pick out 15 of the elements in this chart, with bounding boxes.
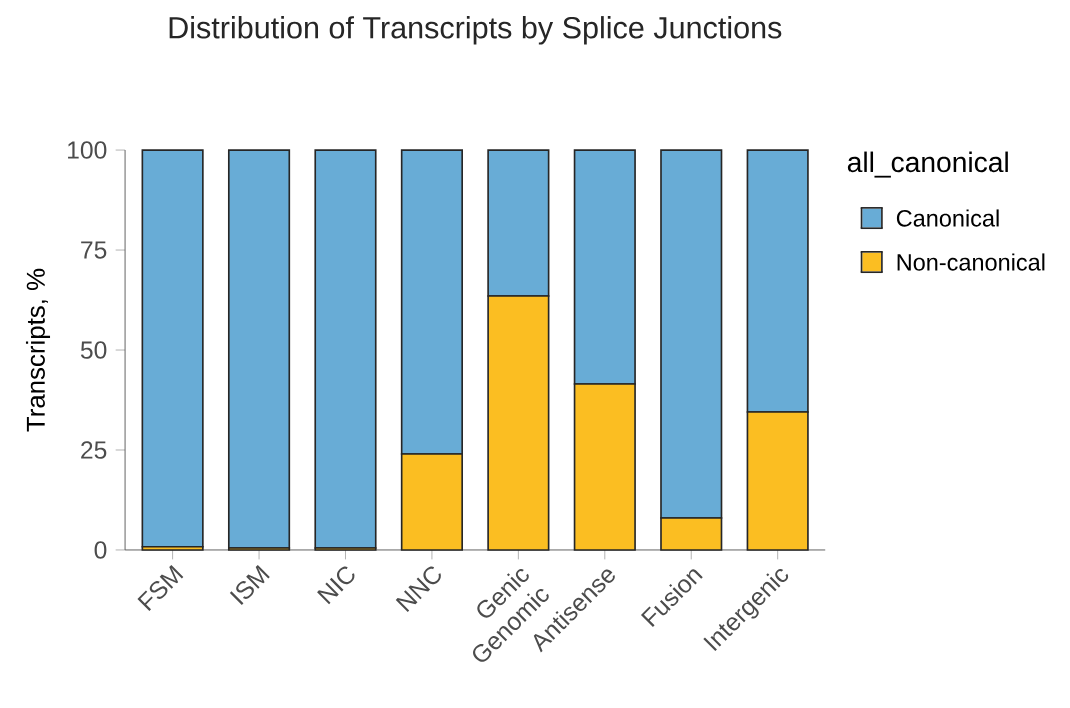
legend-label: Non-canonical xyxy=(897,253,1045,271)
legend-title: all_canonical xyxy=(847,151,1008,178)
chart-title: Distribution of Transcripts by Splice Junctions xyxy=(169,16,782,45)
y-axis-title: Transcripts, % xyxy=(25,268,51,432)
legend-label: Canonical xyxy=(896,209,999,227)
bar xyxy=(141,149,204,548)
bar xyxy=(314,149,377,549)
x-tick-label: ISM xyxy=(229,564,270,605)
y-tick-label: 50 xyxy=(80,341,107,359)
x-tick-label: NIC xyxy=(317,566,355,605)
y-tick-label: 0 xyxy=(94,541,107,559)
bar xyxy=(227,149,291,549)
y-tick-label: 75 xyxy=(81,241,107,259)
y-tick-label: 100 xyxy=(68,141,107,159)
y-tick-label: 25 xyxy=(81,441,107,459)
